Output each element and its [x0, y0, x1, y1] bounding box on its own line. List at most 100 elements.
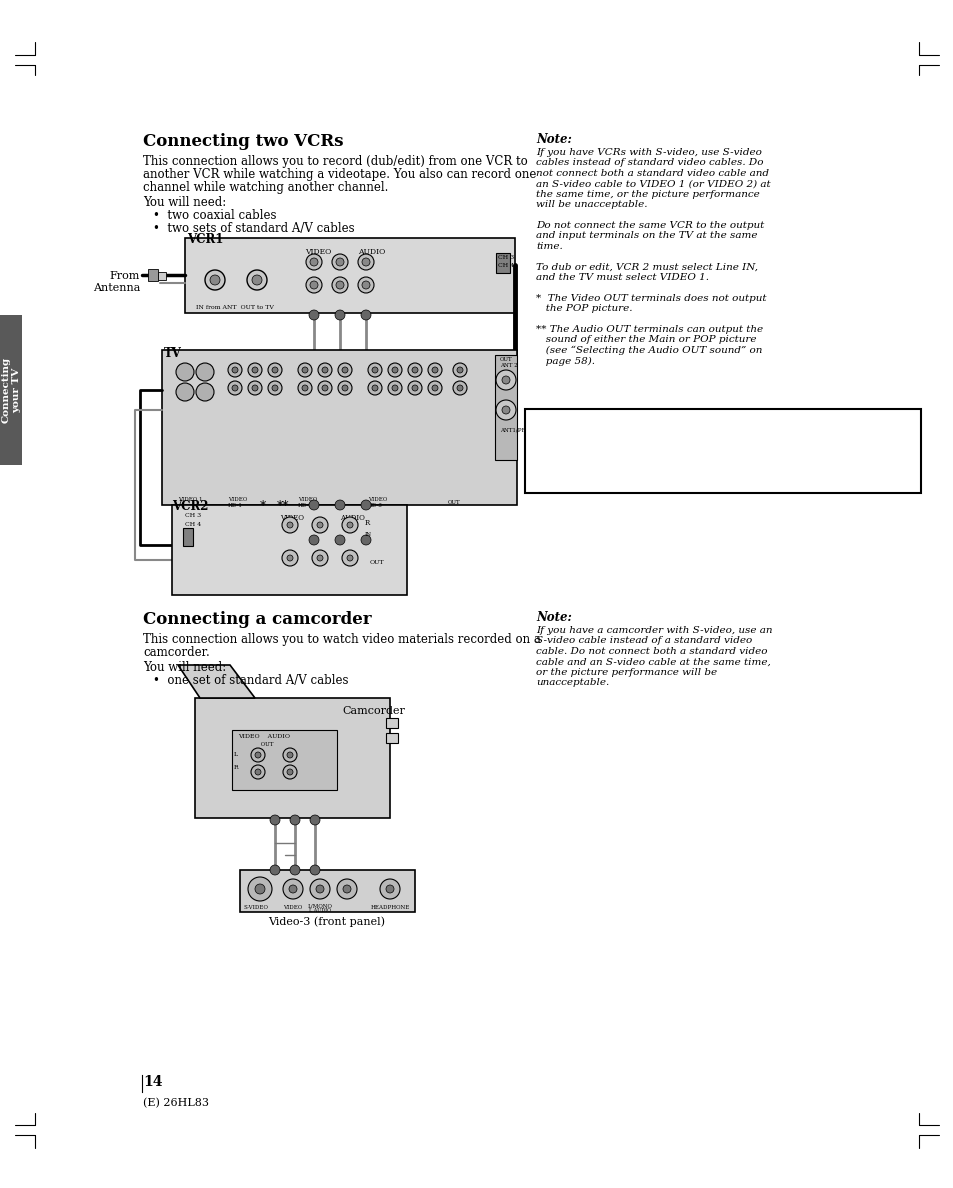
Text: Note:: Note:	[536, 611, 571, 624]
Text: Note:: Note:	[536, 133, 571, 146]
Text: R: R	[233, 765, 238, 770]
Text: ANT 2: ANT 2	[499, 364, 517, 368]
Circle shape	[335, 310, 345, 320]
Circle shape	[432, 367, 437, 373]
Circle shape	[357, 277, 374, 293]
Circle shape	[310, 282, 317, 289]
Text: •  one set of standard A/V cables: • one set of standard A/V cables	[152, 674, 348, 687]
Text: CH 3: CH 3	[497, 255, 514, 260]
Bar	[0, 315, 22, 465]
Bar	[386, 718, 397, 728]
Circle shape	[290, 815, 299, 824]
Circle shape	[290, 865, 299, 876]
Circle shape	[232, 367, 237, 373]
Circle shape	[335, 282, 344, 289]
Circle shape	[368, 381, 381, 394]
Bar	[232, 729, 336, 790]
Circle shape	[317, 381, 332, 394]
Text: another VCR while watching a videotape. You also can record one: another VCR while watching a videotape. …	[143, 168, 536, 181]
Text: OUT: OUT	[370, 560, 384, 565]
Text: AUDIO: AUDIO	[357, 248, 385, 255]
Circle shape	[335, 535, 345, 545]
Circle shape	[316, 522, 323, 527]
Circle shape	[357, 254, 374, 270]
Text: ANT1/PRI: ANT1/PRI	[499, 428, 527, 432]
Text: You will need:: You will need:	[143, 661, 226, 674]
Text: S-VIDEO: S-VIDEO	[243, 905, 268, 910]
Text: Antenna: Antenna	[92, 283, 140, 293]
Circle shape	[228, 381, 242, 394]
Circle shape	[306, 254, 322, 270]
Text: VCR1: VCR1	[187, 233, 223, 246]
Circle shape	[315, 885, 324, 893]
Circle shape	[254, 769, 261, 775]
Circle shape	[337, 364, 352, 377]
Circle shape	[360, 535, 371, 545]
Text: IN: IN	[365, 532, 372, 537]
Circle shape	[388, 381, 401, 394]
Circle shape	[456, 367, 462, 373]
Circle shape	[195, 364, 213, 381]
Circle shape	[379, 879, 399, 899]
Circle shape	[412, 367, 417, 373]
Circle shape	[341, 385, 348, 391]
Circle shape	[205, 270, 225, 290]
Circle shape	[361, 282, 370, 289]
Text: HEADPHONE: HEADPHONE	[370, 905, 409, 910]
Circle shape	[252, 274, 262, 285]
Circle shape	[270, 865, 280, 876]
Circle shape	[312, 550, 328, 565]
Circle shape	[287, 752, 293, 758]
Circle shape	[248, 381, 262, 394]
Text: The unauthorized recording, use, distribution,
or revision of television program: The unauthorized recording, use, distrib…	[534, 416, 802, 478]
Text: TV: TV	[164, 347, 182, 360]
Circle shape	[368, 364, 381, 377]
Text: OUT: OUT	[448, 500, 460, 505]
Bar	[162, 350, 517, 505]
Circle shape	[302, 385, 308, 391]
Circle shape	[248, 877, 272, 901]
Circle shape	[310, 879, 330, 899]
Circle shape	[361, 258, 370, 266]
Bar	[194, 699, 390, 819]
Circle shape	[254, 884, 265, 895]
Text: VIDEO: VIDEO	[280, 514, 304, 522]
Text: VIDEO: VIDEO	[305, 248, 331, 255]
Text: (E) 26HL83: (E) 26HL83	[143, 1098, 209, 1108]
Circle shape	[317, 364, 332, 377]
Circle shape	[306, 277, 322, 293]
Bar	[240, 870, 415, 912]
Circle shape	[254, 752, 261, 758]
Text: VCR2: VCR2	[172, 500, 209, 513]
Text: Connecting a camcorder: Connecting a camcorder	[143, 611, 372, 628]
Circle shape	[282, 550, 297, 565]
Text: AUDIO: AUDIO	[339, 514, 364, 522]
Circle shape	[322, 367, 328, 373]
Text: L/MONO: L/MONO	[307, 903, 332, 908]
Circle shape	[322, 385, 328, 391]
Text: Camcorder: Camcorder	[341, 706, 404, 716]
Circle shape	[252, 385, 257, 391]
Circle shape	[412, 385, 417, 391]
Circle shape	[252, 367, 257, 373]
Circle shape	[496, 400, 516, 421]
Text: CH 4: CH 4	[497, 263, 514, 268]
Circle shape	[309, 535, 318, 545]
Circle shape	[428, 364, 441, 377]
Circle shape	[283, 879, 303, 899]
Circle shape	[272, 385, 277, 391]
Circle shape	[360, 500, 371, 510]
Text: •  two coaxial cables: • two coaxial cables	[152, 209, 276, 222]
Circle shape	[289, 885, 296, 893]
Circle shape	[195, 383, 213, 402]
Circle shape	[312, 517, 328, 533]
Text: camcorder.: camcorder.	[143, 646, 210, 659]
Bar	[183, 527, 193, 546]
Circle shape	[501, 375, 510, 384]
Text: This connection allows you to record (dub/edit) from one VCR to: This connection allows you to record (du…	[143, 154, 527, 168]
Bar	[148, 268, 158, 282]
Circle shape	[310, 815, 319, 824]
Circle shape	[283, 748, 296, 762]
Text: Connecting two VCRs: Connecting two VCRs	[143, 133, 343, 150]
Circle shape	[432, 385, 437, 391]
